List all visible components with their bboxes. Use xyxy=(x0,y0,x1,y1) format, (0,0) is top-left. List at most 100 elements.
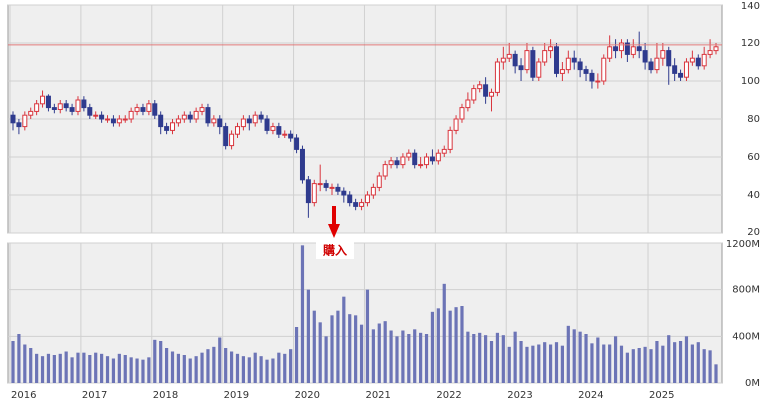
candle-body xyxy=(317,183,323,186)
candle-body xyxy=(678,72,684,78)
candle-body xyxy=(240,118,246,128)
candle-body xyxy=(689,57,695,63)
candle-body xyxy=(548,46,554,52)
candle-body xyxy=(170,122,176,131)
volume-bar xyxy=(283,353,287,383)
volume-bar xyxy=(94,352,98,383)
candle-body xyxy=(388,160,394,166)
x-tick-label: 2025 xyxy=(649,390,674,401)
candle-body xyxy=(347,194,353,204)
volume-bar xyxy=(318,322,322,383)
candle-body xyxy=(595,80,601,83)
y-tick-label: 100 xyxy=(741,76,760,87)
candle-body xyxy=(16,122,22,128)
candle-body xyxy=(187,114,193,120)
candle-body xyxy=(93,114,99,117)
volume-bar xyxy=(655,341,659,383)
volume-bar xyxy=(637,348,641,383)
volume-bar xyxy=(212,346,216,383)
volume-bar xyxy=(413,329,417,383)
volume-bar xyxy=(602,344,606,383)
volume-bar xyxy=(336,310,340,383)
candle-body xyxy=(364,194,370,204)
volume-bar xyxy=(708,350,712,383)
volume-bar xyxy=(673,342,677,383)
volume-bar xyxy=(519,341,523,383)
candle-body xyxy=(252,114,258,124)
candle-body xyxy=(288,133,294,139)
volume-bar xyxy=(123,355,127,383)
volume-bar xyxy=(40,356,45,383)
volume-bar xyxy=(377,323,381,383)
y-tick-label: 400M xyxy=(732,331,760,342)
candle-body xyxy=(471,88,477,101)
volume-bar xyxy=(543,342,547,383)
y-tick-label: 40 xyxy=(747,190,760,201)
candle-body xyxy=(577,61,583,71)
volume-bar xyxy=(35,353,39,383)
y-tick-label: 120 xyxy=(741,38,760,49)
candle-body xyxy=(483,84,489,97)
candle-body xyxy=(175,118,181,124)
candle-body xyxy=(199,107,205,112)
volume-bar xyxy=(312,310,316,383)
candle-body xyxy=(45,95,51,109)
candle-body xyxy=(382,164,388,177)
volume-bar xyxy=(430,311,435,383)
volume-bar xyxy=(76,352,80,383)
y-tick-label: 0M xyxy=(745,378,760,389)
candle-body xyxy=(69,107,75,112)
candle-body xyxy=(607,46,613,59)
candle-body xyxy=(459,107,465,120)
volume-bar xyxy=(159,341,163,383)
volume-bar xyxy=(495,332,500,383)
volume-bar xyxy=(590,343,594,383)
volume-bar xyxy=(667,335,671,383)
volume-bar xyxy=(454,307,458,383)
volume-bar xyxy=(531,345,535,383)
volume-bar xyxy=(70,357,74,383)
volume-bar xyxy=(354,315,358,383)
candle-body xyxy=(494,61,500,93)
volume-bar xyxy=(182,355,186,383)
y-tick-label: 800M xyxy=(732,285,760,296)
candle-body xyxy=(10,114,16,124)
volume-bar xyxy=(170,351,175,383)
volume-bar xyxy=(507,346,511,383)
volume-bar xyxy=(111,358,116,383)
candle-body xyxy=(512,53,518,67)
candle-body xyxy=(648,61,654,71)
volume-bar xyxy=(330,315,334,383)
candle-body xyxy=(134,107,140,112)
volume-bar xyxy=(596,337,600,383)
volume-bar xyxy=(348,314,352,383)
candle-body xyxy=(589,72,595,82)
volume-bar xyxy=(424,334,429,383)
volume-bar xyxy=(235,353,240,383)
volume-bar xyxy=(619,345,624,383)
candle-body xyxy=(122,118,128,121)
candle-body xyxy=(424,156,430,166)
volume-bar xyxy=(690,344,694,383)
volume-bar xyxy=(613,336,618,383)
volume-bar xyxy=(513,331,517,383)
volume-bar xyxy=(58,353,62,383)
candle-body xyxy=(270,126,276,131)
volume-bar xyxy=(489,341,494,383)
volume-bar xyxy=(448,310,452,383)
x-tick-label: 2019 xyxy=(224,390,249,401)
candle-body xyxy=(453,118,459,131)
candle-body xyxy=(447,129,453,150)
annotation: 購入 xyxy=(322,243,347,258)
candle-body xyxy=(489,91,495,97)
candle-body xyxy=(412,152,418,166)
annotation-box xyxy=(316,241,354,259)
candle-body xyxy=(181,114,187,120)
candle-body xyxy=(323,183,329,188)
volume-bar xyxy=(306,289,310,383)
candle-body xyxy=(335,186,341,192)
x-tick-label: 2020 xyxy=(295,390,320,401)
candle-body xyxy=(217,118,223,128)
volume-bar xyxy=(484,335,488,383)
volume-bar xyxy=(294,327,299,383)
